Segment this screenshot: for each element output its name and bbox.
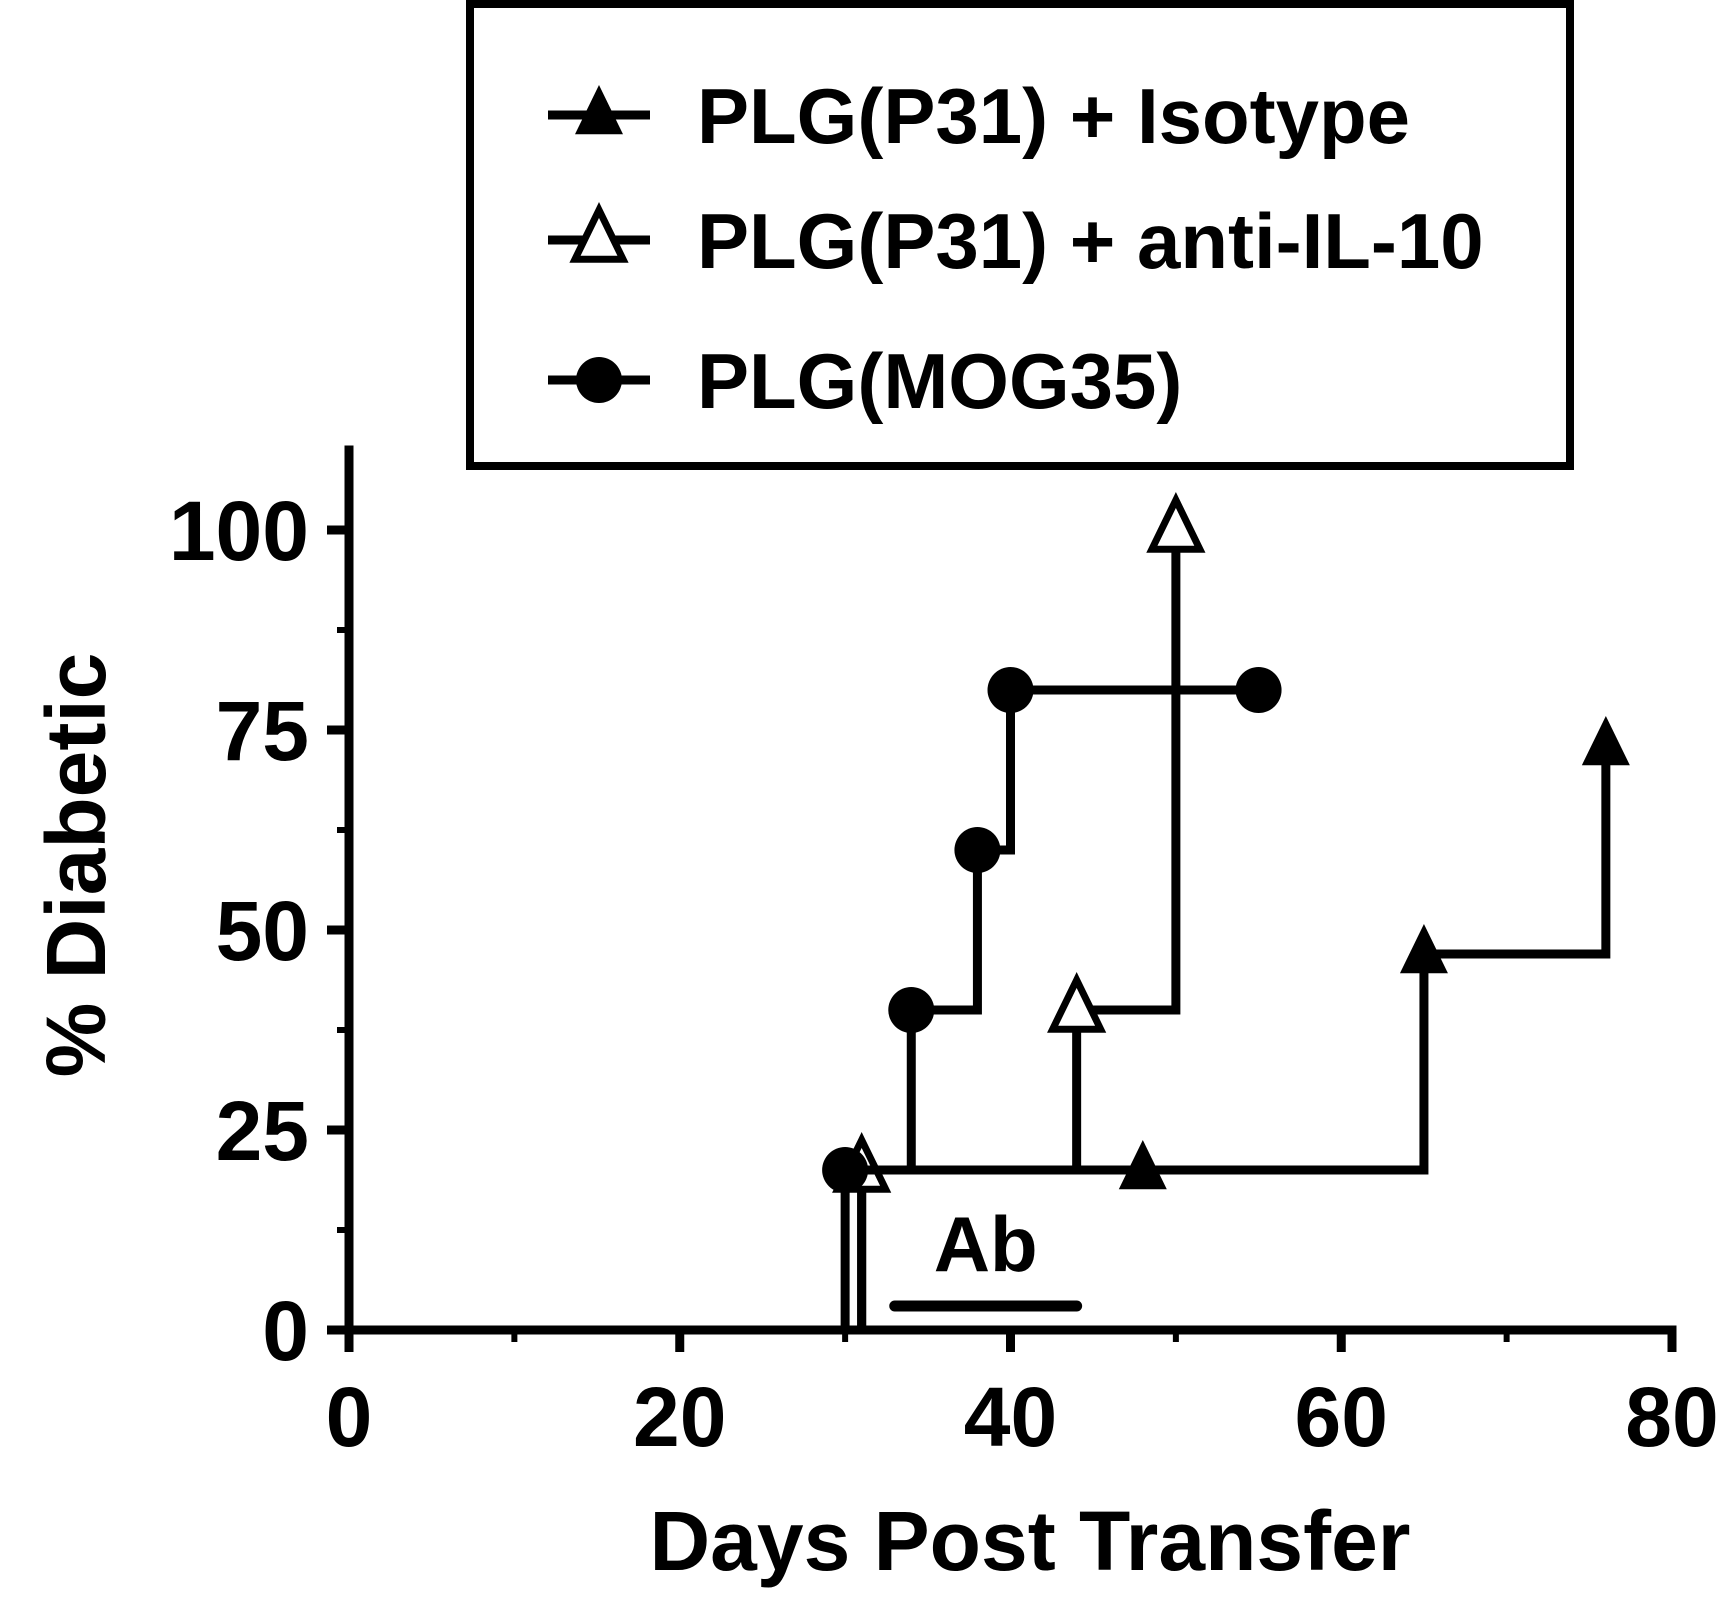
x-tick-label: 20 [633, 1370, 726, 1464]
y-tick-label: 25 [216, 1084, 309, 1178]
series-line [857, 530, 1181, 1330]
legend-marker [569, 202, 629, 263]
x-tick-label: 80 [1625, 1370, 1718, 1464]
data-point [987, 667, 1034, 713]
series-3 [822, 667, 1282, 1330]
data-point [954, 827, 1001, 873]
x-tick-label: 60 [1295, 1370, 1388, 1464]
legend-box [466, 0, 1574, 470]
data-point [1235, 667, 1282, 713]
axis-labels: Days Post Transfer % Diabetic [29, 653, 1411, 1588]
y-tick-label: 50 [216, 884, 309, 978]
legend-marker [575, 85, 623, 135]
annotation-label: Ab [934, 1200, 1038, 1288]
legend-marker [576, 357, 622, 403]
legend: PLG(P31) + Isotype PLG(P31) + anti-IL-10 P… [466, 0, 1574, 470]
legend-label: PLG(MOG35) [697, 337, 1182, 425]
legend-entry-1: PLG(P31) + Isotype [548, 72, 1410, 160]
x-axis-label: Days Post Transfer [649, 1494, 1410, 1588]
data-point [1118, 1140, 1167, 1190]
y-tick-label: 75 [216, 684, 309, 778]
data-point [1581, 716, 1630, 766]
series-layer: Ab [822, 492, 1630, 1330]
x-tick-label: 0 [326, 1370, 373, 1464]
axes: 0 20 40 60 80 0 25 50 75 100 [169, 445, 1719, 1464]
legend-entry-3: PLG(MOG35) [548, 337, 1182, 425]
y-axis-label: % Diabetic [29, 653, 123, 1078]
y-tick-label: 0 [262, 1284, 309, 1378]
data-point [1047, 972, 1107, 1033]
x-tick-label: 40 [964, 1370, 1057, 1464]
data-point [822, 1147, 869, 1193]
y-tick-label: 100 [169, 484, 309, 578]
data-point [1146, 492, 1206, 553]
legend-entry-2: PLG(P31) + anti-IL-10 [548, 197, 1484, 285]
data-point [888, 987, 935, 1033]
data-point [1399, 924, 1448, 974]
legend-label: PLG(P31) + Isotype [697, 72, 1410, 160]
legend-label: PLG(P31) + anti-IL-10 [697, 197, 1484, 285]
annotation: Ab [889, 1200, 1083, 1312]
